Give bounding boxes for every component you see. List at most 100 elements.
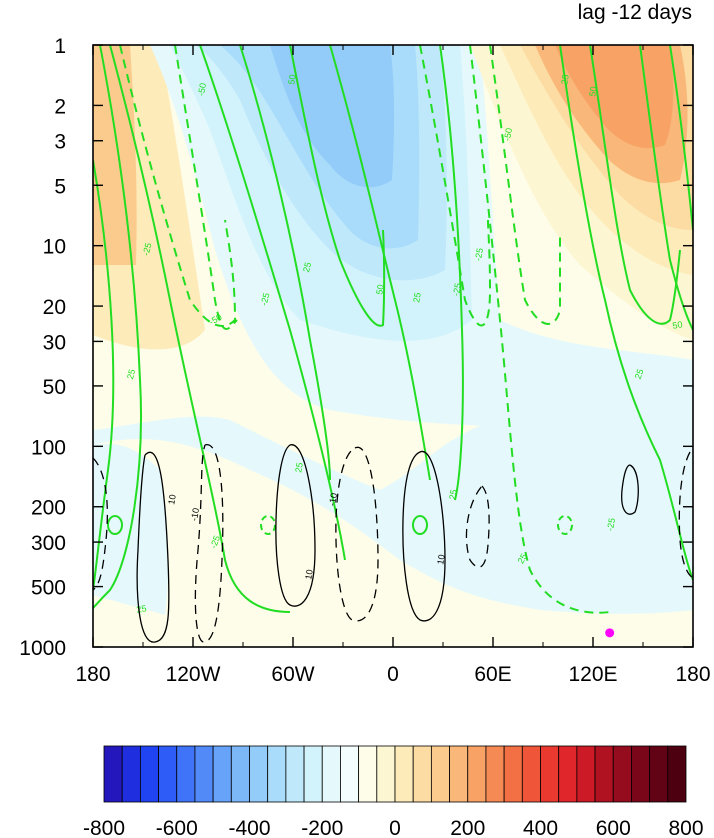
contour-dashed: [174, 45, 238, 330]
colorbar-box: [412, 745, 432, 803]
contour-label: 10: [435, 554, 447, 566]
contour-solid: [402, 451, 446, 622]
contour-solid: [289, 45, 386, 327]
y-tick-label: 5: [54, 175, 66, 198]
axes: 180 120W 60W 0 60E 120E 180 1 2 3 5 10 20 30 50 100 200 3…: [19, 35, 710, 686]
contour-ring: [557, 515, 573, 535]
colorbar-tick-label: -400: [228, 817, 270, 838]
contour-label: 25: [516, 552, 530, 566]
contour-ring: [260, 515, 276, 535]
colorbar-box: [449, 745, 469, 803]
colorbar-box: [376, 745, 396, 803]
contour-layer: 25-25-50-252550-505025-25-25-50255025502…: [93, 45, 693, 643]
colorbar-tick-label: 600: [596, 817, 631, 838]
contour-dashed: [335, 446, 379, 622]
colorbar-box: [249, 745, 269, 803]
contour-label: 25: [633, 368, 646, 381]
colorbar-box: [594, 745, 614, 803]
colorbar-box: [340, 745, 360, 803]
contour-label: 25: [559, 74, 571, 86]
colorbar-box: [540, 745, 560, 803]
colorbar-box: [158, 745, 178, 803]
contour-label: 25: [136, 603, 148, 615]
x-tick-label: 60W: [271, 663, 314, 686]
y-tick-label: 2: [54, 95, 66, 118]
colorbar-box: [394, 745, 414, 803]
shading-field: [93, 45, 693, 647]
contour-solid: [329, 45, 431, 481]
colorbar-box: [649, 745, 669, 803]
colorbar-tick-label: -600: [156, 817, 198, 838]
y-tick-label: 20: [43, 296, 66, 319]
colorbar-tick-label: -200: [301, 817, 343, 838]
colorbar-box: [267, 745, 287, 803]
colorbar-box: [212, 745, 232, 803]
contour-label: 10: [303, 569, 315, 581]
colorbar-box: [612, 745, 632, 803]
contour-solid: [559, 45, 693, 581]
colorbar-box: [503, 745, 523, 803]
contour-dashed: [119, 45, 237, 327]
contour-solid: [239, 45, 331, 481]
y-tick-label: 3: [54, 131, 66, 154]
colorbar-box: [285, 745, 305, 803]
contour-dashed: [93, 457, 108, 591]
contour-solid: [275, 444, 316, 607]
contour-solid: [639, 45, 693, 331]
colorbar-tick-label: 400: [523, 817, 558, 838]
colorbar-box: [321, 745, 341, 803]
colorbar: -800 -600 -400 -200 0 200 400 600 800: [83, 745, 704, 838]
shade-upper-west-pos-2: [93, 45, 137, 265]
colorbar-tick-label: 0: [389, 817, 401, 838]
contour-solid: [199, 45, 346, 561]
x-tick-label: 180: [675, 663, 710, 686]
colorbar-box: [667, 745, 687, 803]
contour-label: 25: [411, 292, 423, 304]
x-tick-label: 60E: [474, 663, 511, 686]
shade-core-neg: [270, 45, 395, 188]
contour-solid: [109, 45, 291, 613]
contour-label: 25: [293, 462, 305, 474]
colorbar-box: [230, 745, 250, 803]
contour-label: -25: [451, 282, 463, 297]
colorbar-box: [485, 745, 505, 803]
contour-solid: [93, 45, 142, 609]
chart-title: lag -12 days: [578, 1, 692, 24]
y-tick-label: 300: [31, 532, 66, 555]
colorbar-box: [521, 745, 541, 803]
contour-label: -25: [473, 247, 485, 262]
x-tick-label: 120W: [166, 663, 221, 686]
colorbar-tick-label: 800: [668, 817, 703, 838]
contour-solid: [669, 45, 693, 231]
contour-dashed: [419, 45, 492, 327]
contour-label: -10: [327, 492, 339, 507]
contour-solid: [93, 159, 115, 591]
x-tick-label: 0: [387, 663, 399, 686]
contour-label: 25: [125, 368, 137, 380]
colorbar-box: [103, 745, 123, 803]
colorbar-box: [576, 745, 596, 803]
contour-solid: [439, 45, 464, 501]
colorbar-tick-label: -800: [83, 817, 125, 838]
contour-label: 50: [587, 86, 599, 98]
colorbar-box: [430, 745, 450, 803]
y-tick-label: 100: [31, 436, 66, 459]
contour-ring: [107, 515, 123, 535]
colorbar-box: [139, 745, 159, 803]
colorbar-box: [467, 745, 487, 803]
contour-dashed: [194, 444, 224, 643]
colorbar-tick-label: 200: [450, 817, 485, 838]
colorbar-box: [176, 745, 196, 803]
colorbar-box: [631, 745, 651, 803]
colorbar-box: [303, 745, 323, 803]
x-tick-label: 180: [75, 663, 110, 686]
shade-lower-neg: [93, 400, 693, 614]
contour-dashed: [465, 485, 490, 568]
x-tick-label: 120E: [568, 663, 617, 686]
contour-label: -50: [502, 127, 514, 142]
colorbar-box: [358, 745, 378, 803]
y-tick-label: 50: [43, 376, 66, 399]
contour-label: -50: [196, 82, 208, 97]
contour-label: -10: [189, 507, 201, 522]
